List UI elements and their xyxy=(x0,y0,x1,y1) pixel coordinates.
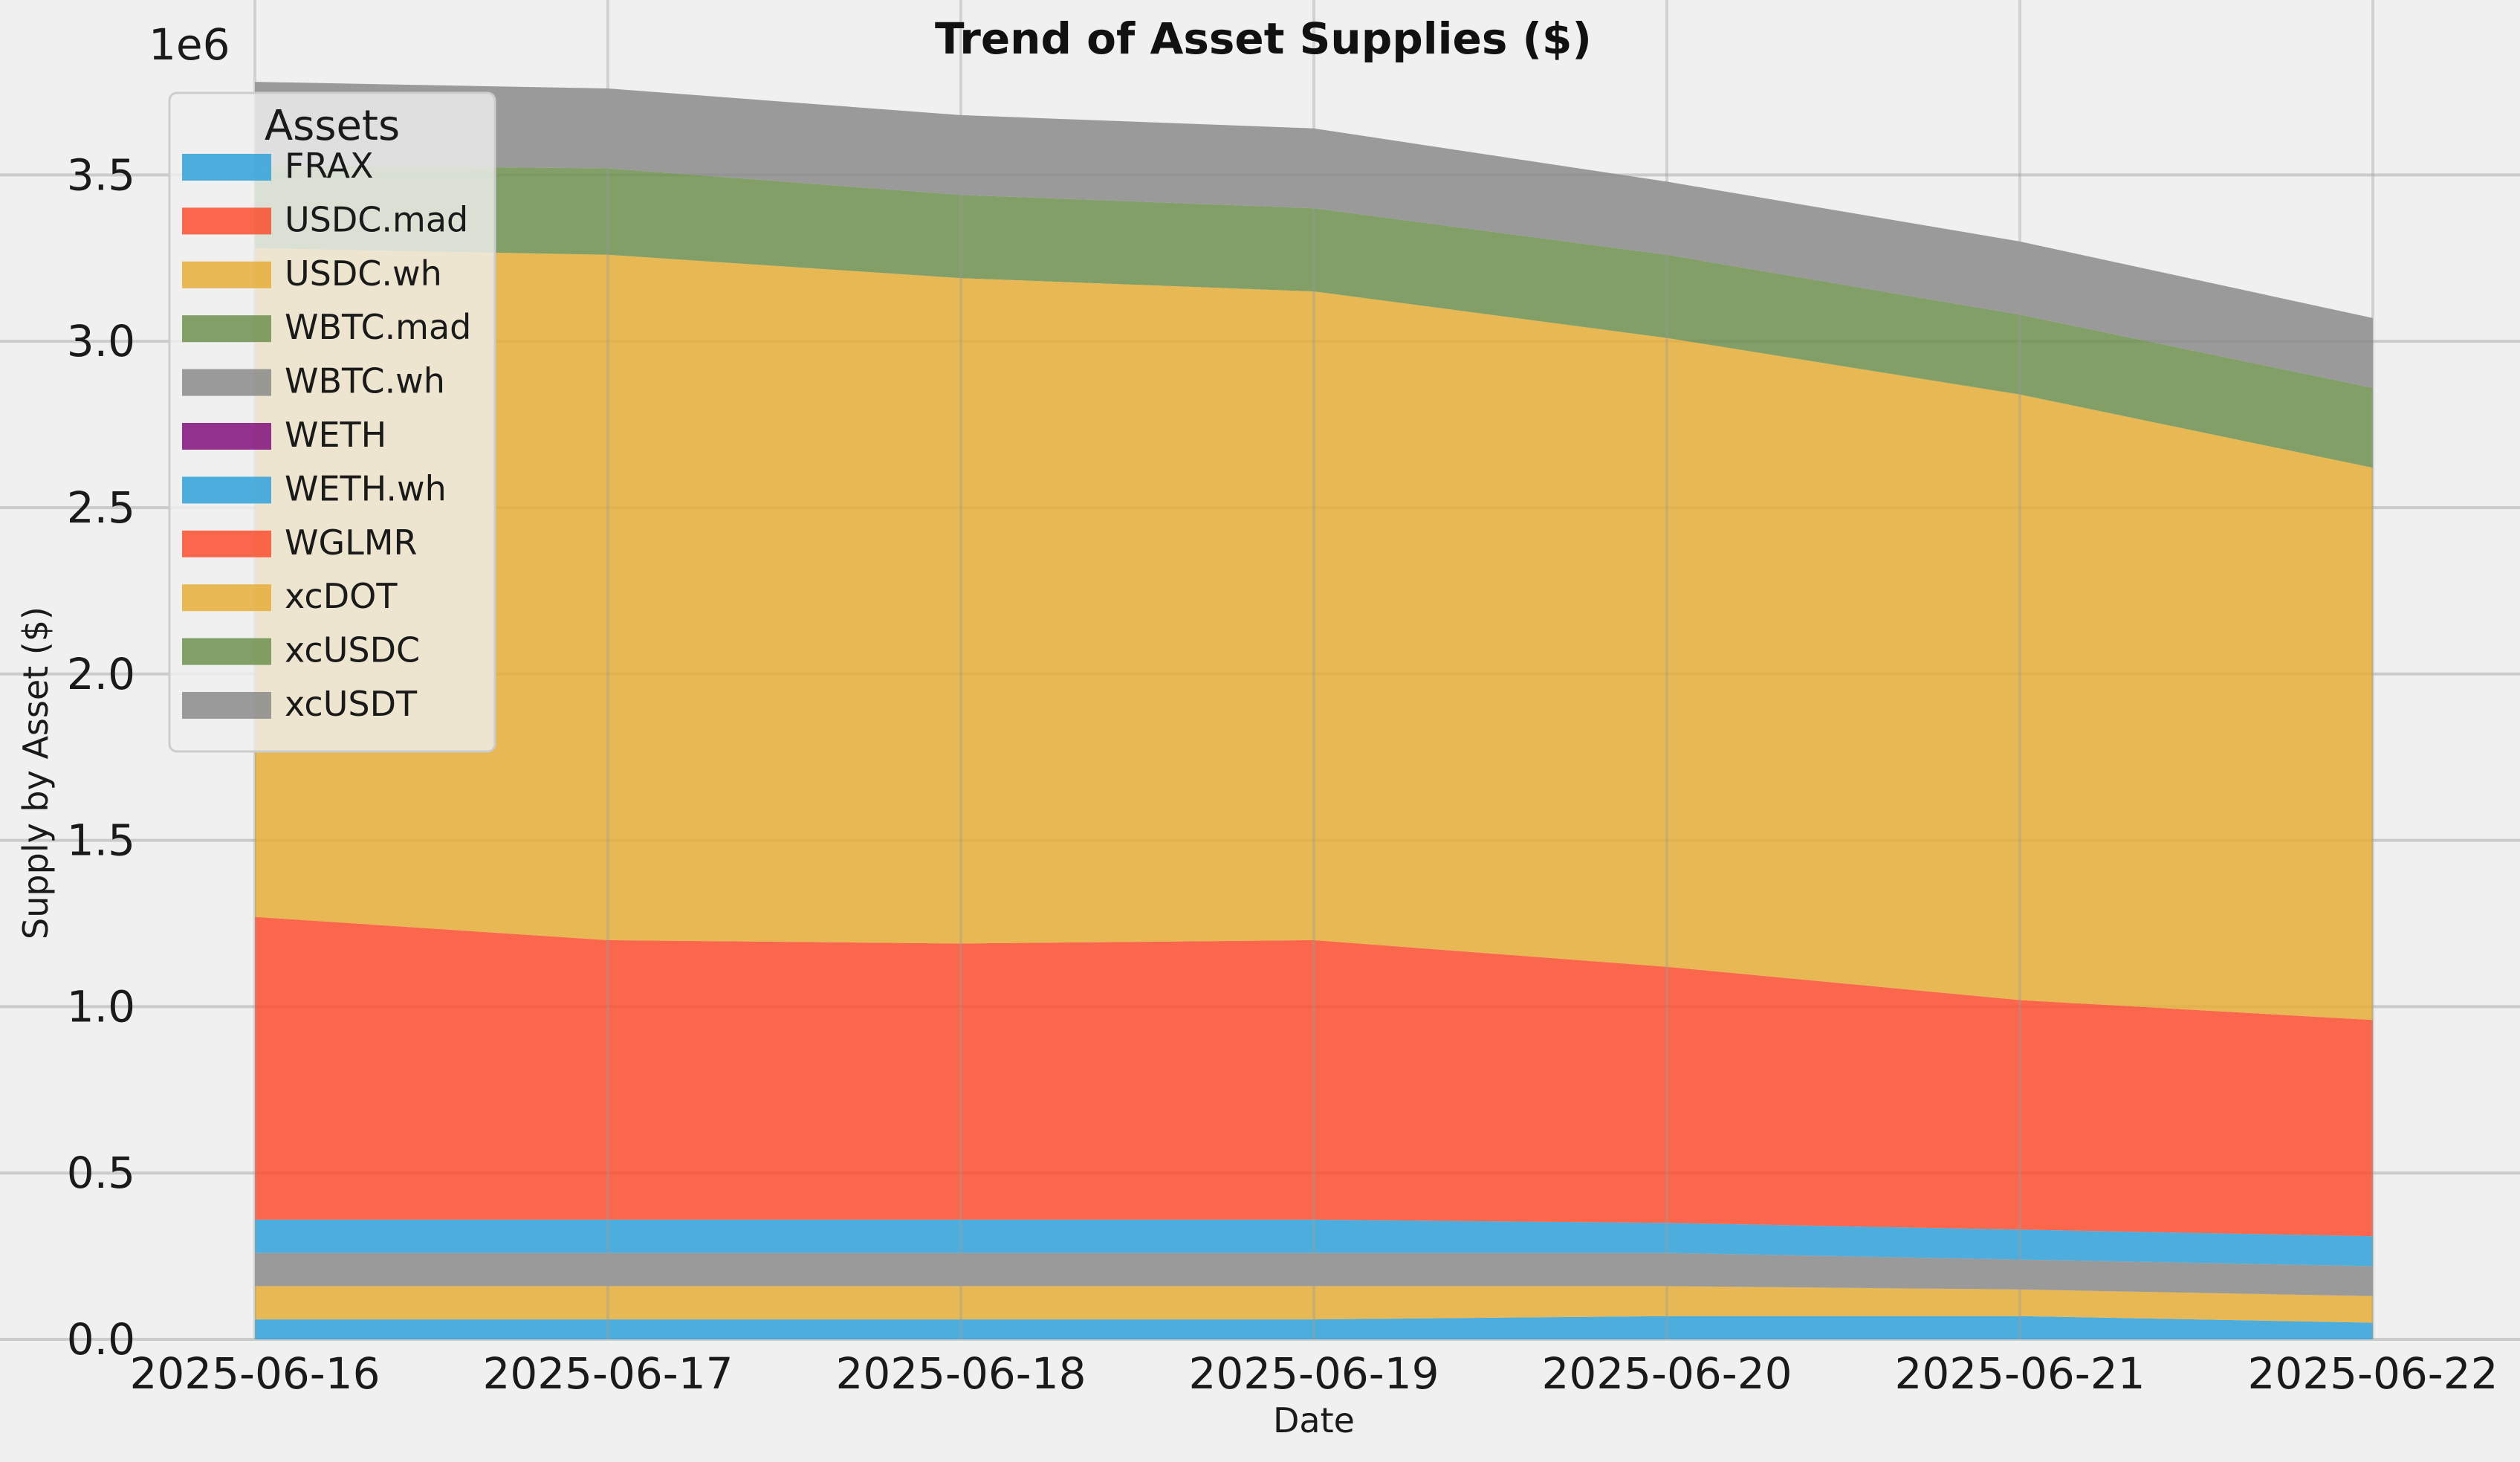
y-axis-label: Supply by Asset ($) xyxy=(16,607,56,939)
legend-swatch xyxy=(182,638,271,665)
legend-swatch xyxy=(182,261,271,288)
legend-label: WETH xyxy=(285,415,386,455)
x-tick-label: 2025-06-16 xyxy=(129,1348,380,1399)
y-tick-label: 0.5 xyxy=(67,1148,135,1198)
vertical-grid xyxy=(253,0,2374,1339)
x-tick-label: 2025-06-19 xyxy=(1188,1348,1439,1399)
y-tick-label: 2.5 xyxy=(67,482,135,533)
area-wglmr xyxy=(255,916,2373,1237)
legend-label: USDC.mad xyxy=(285,199,468,239)
legend-title: Assets xyxy=(265,102,400,150)
y-tick-label: 1.5 xyxy=(67,815,135,866)
x-tick-labels: 2025-06-16 2025-06-17 2025-06-18 2025-06-19… xyxy=(129,1348,2498,1399)
x-tick-label: 2025-06-17 xyxy=(482,1348,733,1399)
area-xcdot xyxy=(255,248,2373,1021)
area-weth-wh xyxy=(255,1219,2373,1267)
legend-label: WETH.wh xyxy=(285,468,447,508)
legend-label: xcUSDT xyxy=(285,684,418,724)
area-usdc-wh xyxy=(255,1286,2373,1323)
legend-swatch xyxy=(182,530,271,557)
area-wbtc-wh xyxy=(255,1252,2373,1296)
legend-label: WGLMR xyxy=(285,523,417,563)
legend-label: FRAX xyxy=(285,146,374,186)
legend-label: USDC.wh xyxy=(285,253,442,294)
legend-label: xcUSDC xyxy=(285,630,420,670)
x-axis-label: Date xyxy=(1273,1400,1355,1440)
x-tick-label: 2025-06-21 xyxy=(1894,1348,2145,1399)
x-tick-label: 2025-06-20 xyxy=(1541,1348,1792,1399)
area-frax xyxy=(255,1316,2373,1339)
legend-swatch xyxy=(182,423,271,450)
legend-label: xcDOT xyxy=(285,576,398,616)
chart-title: Trend of Asset Supplies ($) xyxy=(935,13,1592,64)
y-tick-label: 1.0 xyxy=(67,981,135,1032)
x-tick-label: 2025-06-18 xyxy=(835,1348,1086,1399)
legend-swatch xyxy=(182,476,271,504)
area-xcusdc xyxy=(255,165,2373,468)
legend-swatch xyxy=(182,369,271,396)
legend-swatch xyxy=(182,154,271,181)
y-multiplier-label: 1e6 xyxy=(149,19,230,70)
legend-label: WBTC.wh xyxy=(285,361,445,401)
y-tick-label: 2.0 xyxy=(67,649,135,699)
y-tick-label: 3.5 xyxy=(67,149,135,200)
legend-swatch xyxy=(182,315,271,343)
stacked-areas xyxy=(255,82,2373,1339)
legend-items: FRAX USDC.mad USDC.wh WBTC.mad WBTC.wh WETH WE… xyxy=(182,146,471,724)
y-tick-label: 3.0 xyxy=(67,316,135,366)
y-tick-labels: 0.0 0.5 1.0 1.5 2.0 2.5 3.0 3.5 xyxy=(67,149,135,1365)
legend-label: WBTC.mad xyxy=(285,307,471,347)
y-tick-label: 0.0 xyxy=(67,1314,135,1365)
x-tick-label: 2025-06-22 xyxy=(2247,1348,2498,1399)
legend-swatch xyxy=(182,692,271,719)
area-xcusdt xyxy=(255,82,2373,388)
legend: Assets FRAX USDC.mad USDC.wh WBTC.mad WBTC.w… xyxy=(168,91,496,753)
legend-swatch xyxy=(182,207,271,235)
legend-swatch xyxy=(182,584,271,612)
